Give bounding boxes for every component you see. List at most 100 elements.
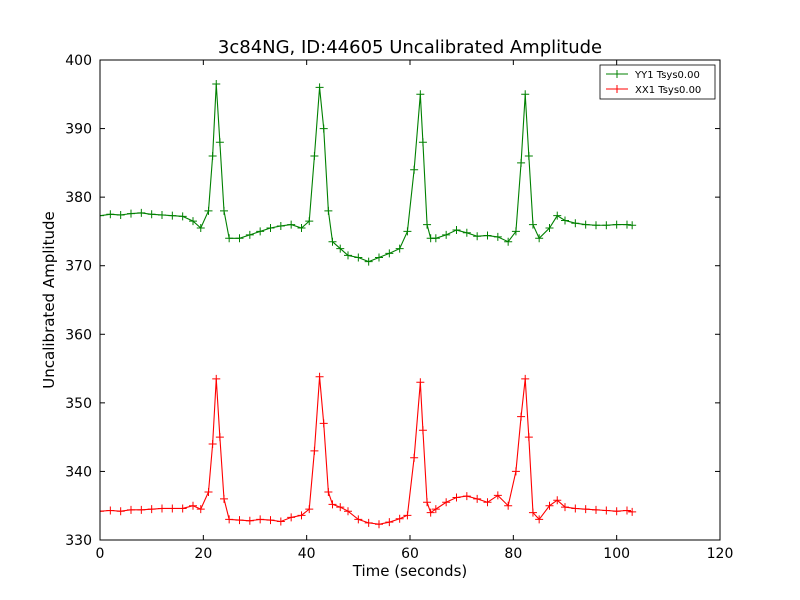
plot-background — [100, 60, 720, 540]
data-point — [364, 518, 373, 527]
data-point — [106, 210, 115, 219]
data-point — [319, 419, 328, 428]
data-point — [127, 209, 135, 218]
legend-item: XX1 Tsys0.00 — [606, 85, 701, 96]
data-point — [535, 515, 544, 524]
data-point — [375, 520, 383, 529]
data-point — [324, 488, 333, 496]
data-point — [245, 230, 254, 239]
data-point — [493, 491, 502, 500]
data-point — [504, 501, 513, 510]
x-tick-label: 60 — [401, 546, 419, 562]
data-point — [220, 494, 228, 503]
data-point — [410, 453, 419, 462]
data-point — [310, 152, 319, 160]
data-point — [208, 152, 217, 160]
data-point — [297, 511, 306, 520]
data-point — [395, 244, 404, 253]
data-point — [395, 514, 404, 523]
data-point — [158, 504, 166, 513]
data-point — [403, 227, 412, 236]
data-point — [423, 220, 432, 229]
data-point — [344, 251, 352, 260]
data-point — [521, 90, 530, 99]
data-point — [442, 498, 451, 507]
x-axis-label: Time (seconds) — [352, 562, 468, 580]
data-point — [524, 433, 533, 442]
y-axis-label: Uncalibrated Amplitude — [40, 211, 58, 388]
data-point — [592, 505, 600, 514]
data-point — [418, 426, 427, 435]
data-point — [344, 507, 352, 516]
legend-marker — [613, 70, 621, 78]
data-point — [276, 221, 285, 230]
data-point — [168, 504, 177, 513]
data-point — [225, 234, 234, 243]
data-point — [196, 224, 205, 232]
data-point — [354, 253, 363, 262]
data-point — [602, 221, 611, 230]
data-point — [116, 507, 125, 516]
data-point — [462, 492, 471, 501]
data-point — [315, 83, 324, 92]
data-point — [452, 226, 461, 235]
y-tick-label: 380 — [65, 190, 92, 206]
data-point — [116, 210, 125, 219]
data-point — [431, 505, 440, 514]
data-point — [628, 221, 637, 230]
data-point — [581, 220, 590, 229]
data-point — [521, 374, 530, 383]
data-point — [106, 506, 115, 515]
x-tick-label: 20 — [194, 546, 212, 562]
data-point — [628, 507, 637, 516]
data-point — [204, 488, 213, 496]
data-point — [256, 227, 265, 236]
data-point — [623, 220, 631, 229]
x-tick-label: 80 — [504, 546, 522, 562]
data-point — [100, 507, 104, 516]
data-point — [208, 440, 217, 448]
data-point — [385, 249, 394, 258]
y-tick-label: 400 — [65, 53, 92, 69]
data-point — [416, 378, 425, 387]
data-point — [354, 515, 363, 524]
data-point — [612, 220, 621, 229]
data-point — [215, 433, 224, 442]
data-point — [418, 138, 427, 147]
data-point — [245, 516, 254, 525]
data-point — [137, 208, 146, 217]
data-point — [137, 505, 146, 514]
data-point — [545, 501, 554, 510]
x-tick-label: 100 — [603, 546, 630, 562]
x-tick-label: 40 — [298, 546, 316, 562]
data-point — [305, 505, 314, 514]
data-point — [452, 493, 461, 502]
data-point — [561, 216, 569, 225]
legend-label: XX1 Tsys0.00 — [635, 85, 701, 96]
data-point — [528, 508, 537, 517]
data-point — [511, 227, 520, 236]
data-point — [623, 506, 631, 515]
y-tick-label: 370 — [65, 259, 92, 275]
data-point — [528, 220, 537, 229]
data-point — [297, 224, 306, 232]
data-point — [235, 234, 244, 243]
x-tick-label: 120 — [707, 546, 734, 562]
chart-title: 3c84NG, ID:44605 Uncalibrated Amplitude — [218, 37, 602, 58]
data-point — [592, 221, 600, 230]
data-point — [324, 206, 333, 215]
legend-item: YY1 Tsys0.00 — [606, 70, 700, 81]
data-point — [416, 90, 425, 99]
x-tick-label: 0 — [96, 546, 105, 562]
data-point — [535, 234, 544, 243]
data-point — [375, 253, 383, 262]
data-point — [328, 237, 337, 246]
series-2 — [100, 372, 637, 529]
data-point — [423, 498, 432, 507]
data-point — [189, 501, 197, 510]
data-point — [336, 503, 345, 512]
data-point — [310, 446, 319, 455]
data-point — [410, 165, 419, 174]
series-1 — [100, 80, 637, 266]
